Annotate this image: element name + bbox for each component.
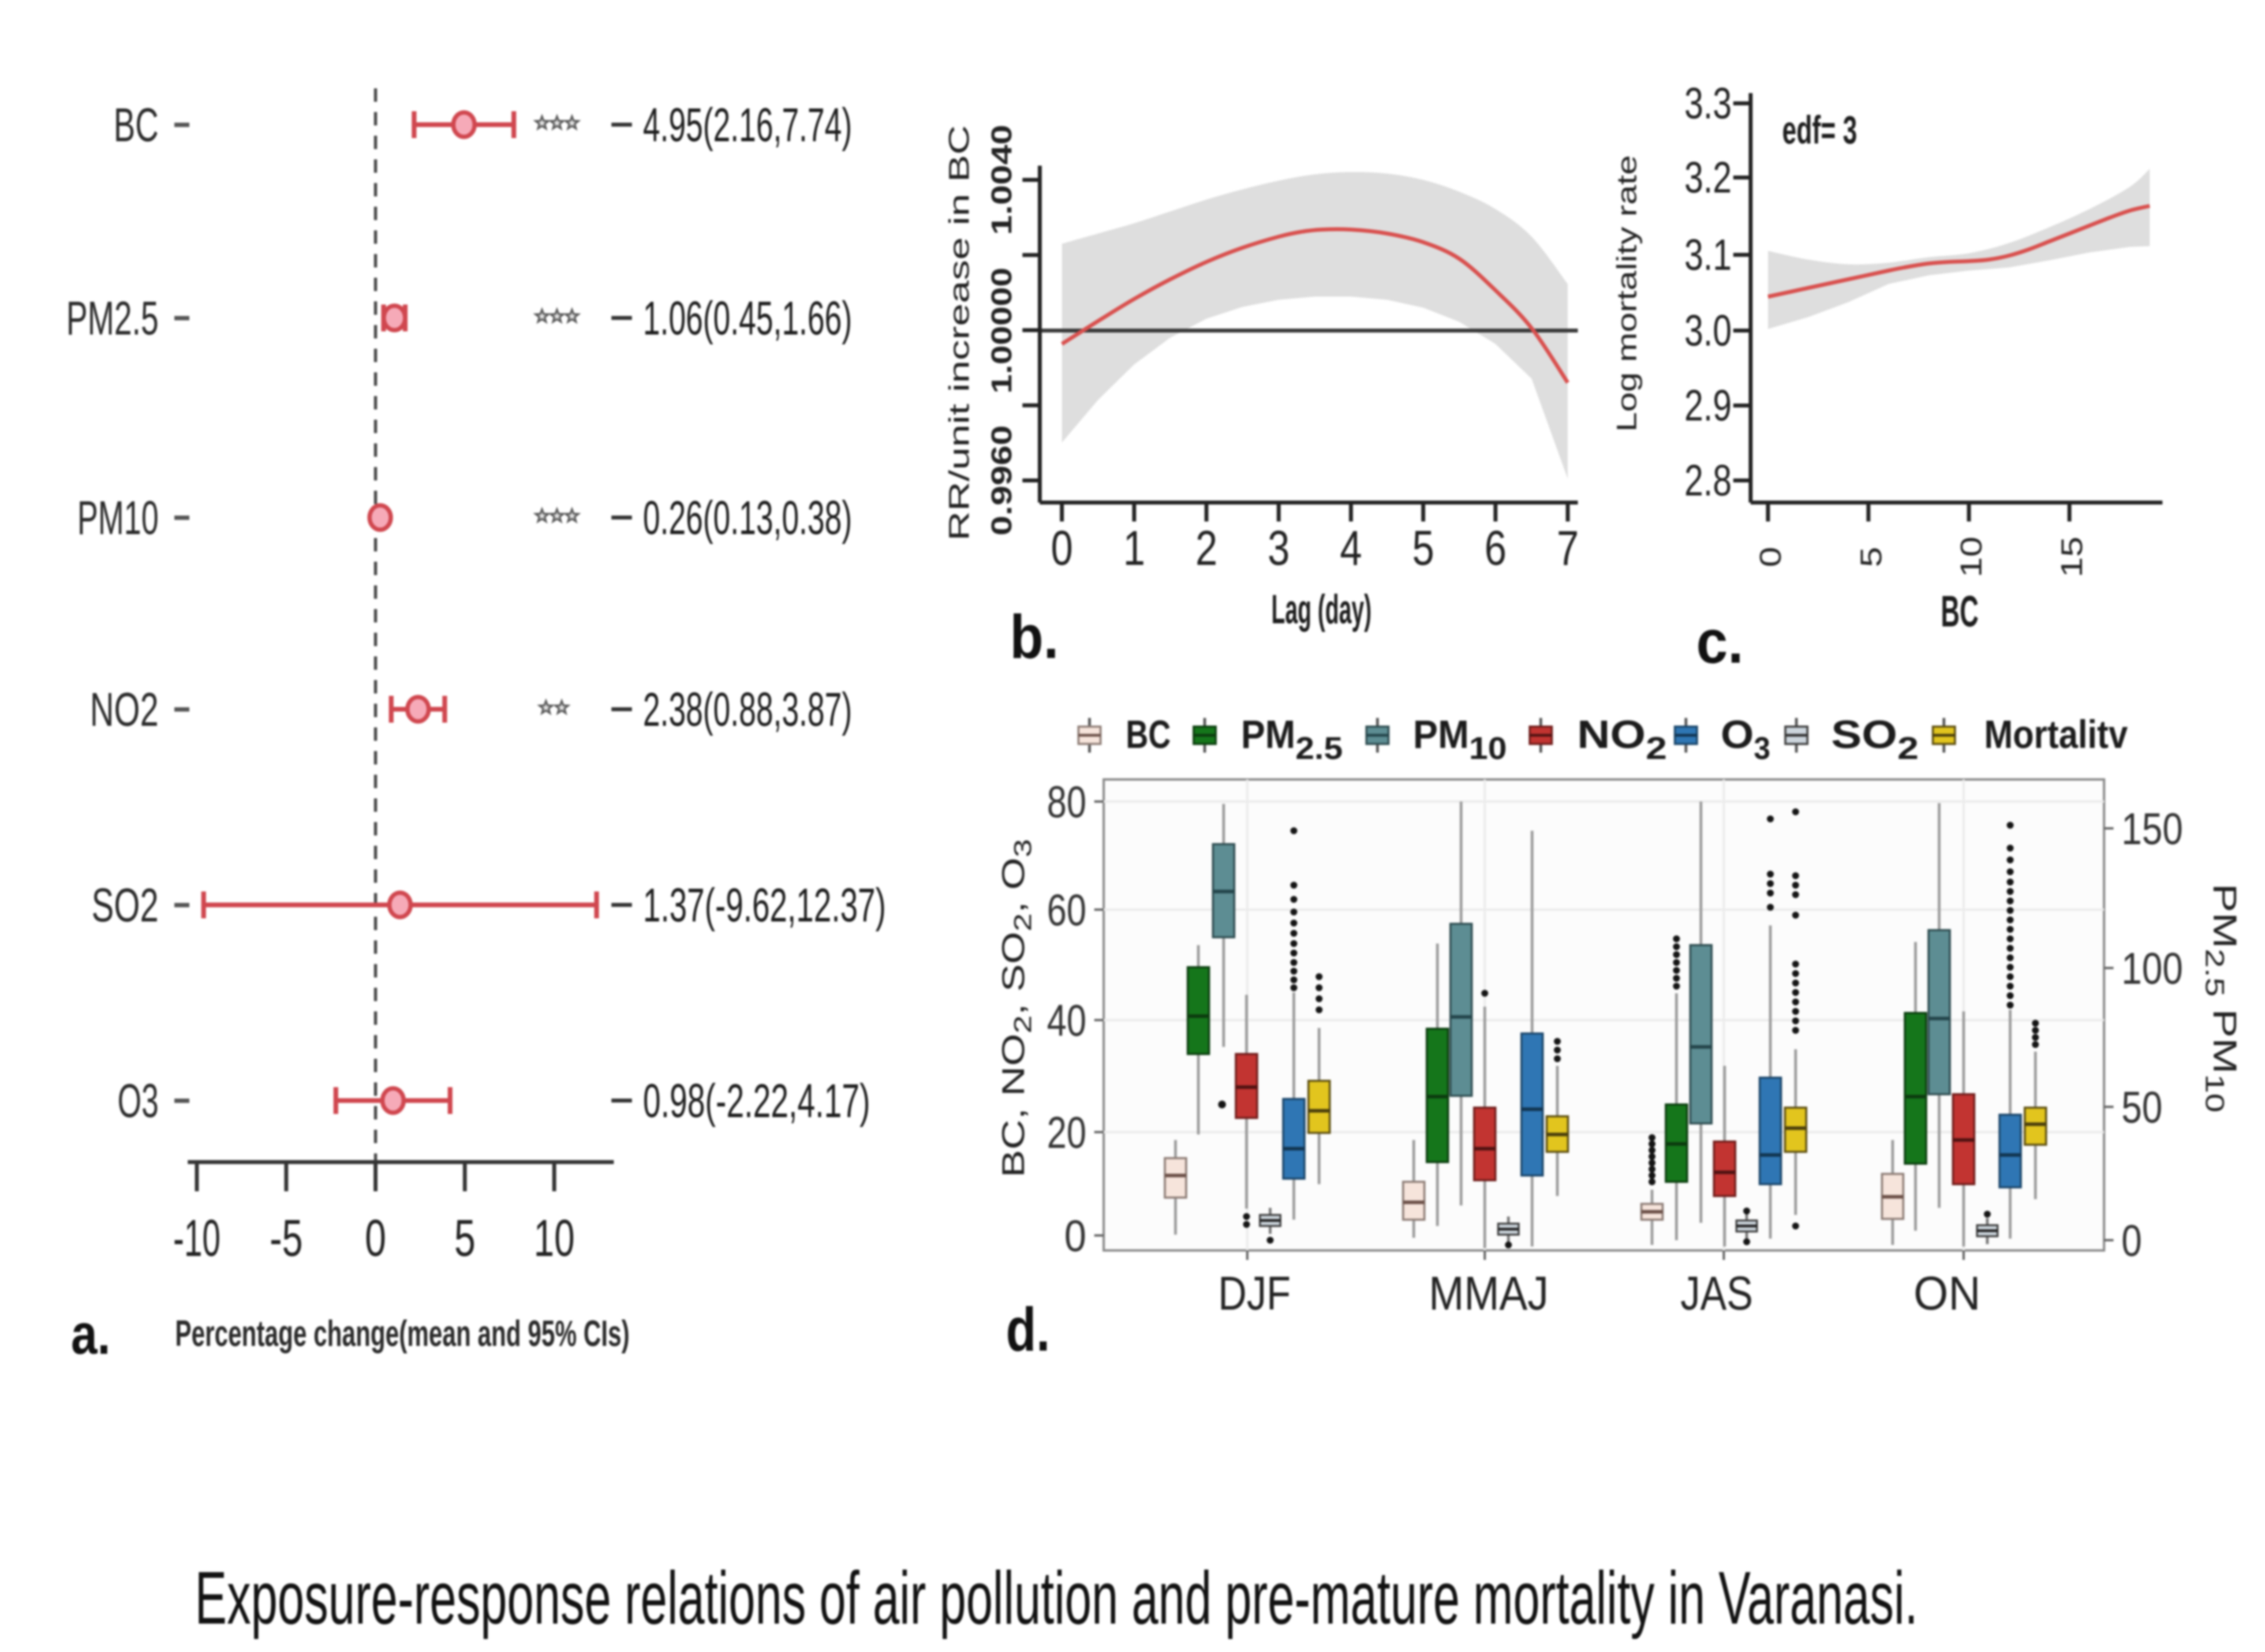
svg-text:PM10: PM10 bbox=[1413, 712, 1507, 766]
svg-text:d.: d. bbox=[1006, 1295, 1050, 1364]
svg-text:2.38(0.88,3.87): 2.38(0.88,3.87) bbox=[643, 683, 852, 736]
svg-text:15: 15 bbox=[2054, 536, 2088, 577]
svg-text:Exposure-response relations of: Exposure-response relations of air pollu… bbox=[195, 1557, 1918, 1640]
svg-text:2.8: 2.8 bbox=[1684, 455, 1732, 505]
svg-text:1.00000: 1.00000 bbox=[987, 267, 1018, 394]
svg-text:0: 0 bbox=[1051, 521, 1073, 576]
svg-text:O3: O3 bbox=[118, 1075, 159, 1127]
svg-text:0.9960: 0.9960 bbox=[987, 425, 1018, 536]
svg-text:7: 7 bbox=[1557, 521, 1579, 576]
svg-text:NO2: NO2 bbox=[90, 683, 159, 736]
svg-text:0: 0 bbox=[1064, 1211, 1086, 1261]
svg-text:MMAJ: MMAJ bbox=[1429, 1267, 1549, 1320]
svg-text:BC: BC bbox=[1126, 712, 1171, 757]
svg-text:80: 80 bbox=[1047, 777, 1086, 828]
svg-text:1.37(-9.62,12.37): 1.37(-9.62,12.37) bbox=[643, 879, 886, 932]
svg-text:RR/unit increase in BC: RR/unit increase in BC bbox=[944, 125, 975, 541]
svg-text:3: 3 bbox=[1268, 521, 1290, 576]
svg-text:20: 20 bbox=[1047, 1108, 1086, 1158]
svg-text:3.2: 3.2 bbox=[1684, 152, 1732, 202]
svg-text:1.06(0.45,1.66): 1.06(0.45,1.66) bbox=[643, 292, 852, 345]
svg-text:-10: -10 bbox=[174, 1209, 221, 1267]
svg-text:5: 5 bbox=[454, 1209, 476, 1267]
svg-text:6: 6 bbox=[1485, 521, 1507, 576]
svg-text:BC: BC bbox=[114, 99, 159, 151]
svg-text:10: 10 bbox=[534, 1209, 575, 1267]
svg-text:PM10: PM10 bbox=[77, 491, 159, 544]
svg-text:4: 4 bbox=[1340, 521, 1362, 576]
svg-text:60: 60 bbox=[1047, 885, 1086, 936]
svg-text:NO2: NO2 bbox=[1577, 712, 1667, 766]
svg-text:BC: BC bbox=[1941, 586, 1979, 636]
svg-text:Mortalitv: Mortalitv bbox=[1984, 712, 2128, 757]
svg-text:3.1: 3.1 bbox=[1684, 230, 1732, 279]
svg-text:0: 0 bbox=[365, 1209, 387, 1267]
svg-text:2.9: 2.9 bbox=[1684, 380, 1732, 430]
svg-text:4.95(2.16,7.74): 4.95(2.16,7.74) bbox=[643, 99, 852, 151]
svg-text:Lag (day): Lag (day) bbox=[1272, 587, 1372, 633]
svg-text:b.: b. bbox=[1010, 602, 1059, 671]
svg-text:10: 10 bbox=[1954, 536, 1988, 577]
svg-text:c.: c. bbox=[1696, 607, 1744, 676]
svg-text:Log mortality rate: Log mortality rate bbox=[1611, 155, 1643, 432]
svg-text:5: 5 bbox=[1853, 547, 1887, 567]
svg-text:DJF: DJF bbox=[1218, 1267, 1291, 1320]
svg-text:50: 50 bbox=[2121, 1082, 2162, 1133]
svg-text:PM2.5: PM2.5 bbox=[1241, 712, 1343, 766]
svg-text:0.98(-2.22,4.17): 0.98(-2.22,4.17) bbox=[643, 1075, 870, 1127]
svg-text:-5: -5 bbox=[270, 1209, 303, 1267]
svg-text:100: 100 bbox=[2121, 944, 2183, 994]
svg-text:PM2.5: PM2.5 bbox=[66, 292, 159, 345]
svg-text:150: 150 bbox=[2121, 804, 2183, 854]
svg-text:40: 40 bbox=[1047, 996, 1086, 1046]
svg-text:O3: O3 bbox=[1721, 712, 1770, 766]
svg-text:a.: a. bbox=[71, 1303, 110, 1366]
svg-text:JAS: JAS bbox=[1680, 1267, 1753, 1320]
svg-text:1: 1 bbox=[1123, 521, 1146, 576]
svg-text:0: 0 bbox=[2121, 1216, 2142, 1266]
svg-text:0: 0 bbox=[1753, 547, 1787, 567]
svg-text:ON: ON bbox=[1914, 1267, 1981, 1320]
svg-text:BC, NO2, SO2, O3: BC, NO2, SO2, O3 bbox=[996, 839, 1036, 1177]
svg-text:0.26(0.13,0.38): 0.26(0.13,0.38) bbox=[643, 491, 852, 544]
svg-text:3.3: 3.3 bbox=[1684, 78, 1732, 128]
svg-text:5: 5 bbox=[1412, 521, 1434, 576]
svg-text:SO2: SO2 bbox=[1831, 712, 1919, 766]
svg-text:SO2: SO2 bbox=[92, 879, 159, 932]
svg-text:2: 2 bbox=[1195, 521, 1217, 576]
svg-text:edf= 3: edf= 3 bbox=[1782, 108, 1857, 152]
svg-text:Percentage change(mean and 95%: Percentage change(mean and 95% CIs) bbox=[175, 1313, 630, 1354]
svg-text:1.0040: 1.0040 bbox=[987, 125, 1018, 235]
svg-text:3.0: 3.0 bbox=[1684, 305, 1732, 355]
